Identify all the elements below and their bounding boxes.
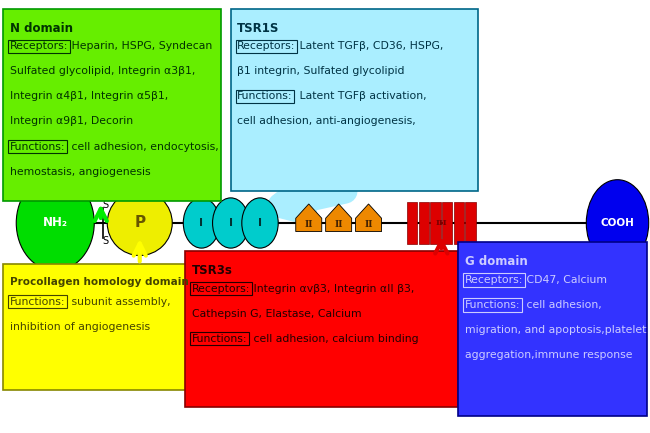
- Text: cell adhesion, anti-angiogenesis,: cell adhesion, anti-angiogenesis,: [237, 116, 416, 126]
- Ellipse shape: [242, 198, 278, 248]
- Ellipse shape: [183, 198, 220, 248]
- Text: TSR3s: TSR3s: [192, 264, 233, 277]
- Text: migration, and apoptosis,platelet: migration, and apoptosis,platelet: [465, 325, 646, 335]
- FancyBboxPatch shape: [185, 251, 458, 407]
- Text: cell adhesion, endocytosis,: cell adhesion, endocytosis,: [68, 142, 219, 152]
- Text: I: I: [229, 218, 233, 228]
- Text: Functions:: Functions:: [10, 297, 65, 307]
- Text: Latent TGFβ, CD36, HSPG,: Latent TGFβ, CD36, HSPG,: [296, 41, 443, 51]
- Bar: [465, 203, 476, 243]
- Text: inhibition of angiogenesis: inhibition of angiogenesis: [10, 322, 150, 332]
- Text: cell adhesion,: cell adhesion,: [523, 300, 602, 310]
- Text: TSR1S: TSR1S: [237, 22, 280, 35]
- Text: Receptors:: Receptors:: [237, 41, 296, 51]
- Polygon shape: [356, 204, 382, 232]
- Text: Procollagen homology domain: Procollagen homology domain: [10, 277, 188, 287]
- FancyBboxPatch shape: [3, 9, 221, 201]
- Bar: [430, 203, 441, 243]
- Text: Receptors:: Receptors:: [10, 41, 68, 51]
- Text: N domain: N domain: [10, 22, 73, 35]
- Text: Integrin α4β1, Integrin α5β1,: Integrin α4β1, Integrin α5β1,: [10, 91, 168, 101]
- Polygon shape: [326, 204, 352, 232]
- Text: S: S: [103, 200, 109, 210]
- Bar: [442, 203, 452, 243]
- Text: aggregation,immune response: aggregation,immune response: [465, 350, 632, 360]
- Text: Latent TGFβ activation,: Latent TGFβ activation,: [296, 91, 426, 101]
- FancyBboxPatch shape: [231, 9, 478, 191]
- Ellipse shape: [586, 180, 649, 266]
- FancyBboxPatch shape: [458, 242, 647, 416]
- Ellipse shape: [16, 175, 94, 271]
- Text: G domain: G domain: [465, 255, 528, 268]
- Ellipse shape: [107, 191, 172, 255]
- Bar: [419, 203, 429, 243]
- Bar: [454, 203, 464, 243]
- Polygon shape: [296, 204, 322, 232]
- Text: COOH: COOH: [601, 218, 634, 228]
- Text: Functions:: Functions:: [237, 91, 292, 101]
- Text: II: II: [364, 220, 373, 229]
- Ellipse shape: [213, 198, 249, 248]
- Text: I: I: [258, 218, 262, 228]
- Text: Functions:: Functions:: [192, 334, 247, 344]
- Text: Receptors:: Receptors:: [465, 275, 523, 285]
- Text: Integrin α9β1, Decorin: Integrin α9β1, Decorin: [10, 116, 133, 126]
- Text: Functions:: Functions:: [465, 300, 520, 310]
- Text: Functions:: Functions:: [10, 142, 65, 152]
- Text: NH₂: NH₂: [43, 216, 68, 229]
- Text: Cathepsin G, Elastase, Calcium: Cathepsin G, Elastase, Calcium: [192, 309, 361, 319]
- Text: III: III: [436, 219, 447, 227]
- Text: P: P: [134, 216, 146, 230]
- Text: Receptors:: Receptors:: [192, 284, 250, 294]
- Text: CD47, Calcium: CD47, Calcium: [523, 275, 607, 285]
- Text: Heparin, HSPG, Syndecan: Heparin, HSPG, Syndecan: [68, 41, 213, 51]
- Text: subunit assembly,: subunit assembly,: [68, 297, 171, 307]
- FancyBboxPatch shape: [3, 264, 192, 390]
- Text: β1 integrin, Sulfated glycolipid: β1 integrin, Sulfated glycolipid: [237, 66, 405, 76]
- Bar: [407, 203, 417, 243]
- Text: I: I: [200, 218, 203, 228]
- Text: II: II: [304, 220, 313, 229]
- Text: Sulfated glycolipid, Integrin α3β1,: Sulfated glycolipid, Integrin α3β1,: [10, 66, 195, 76]
- Text: hemostasis, angiogenesis: hemostasis, angiogenesis: [10, 167, 150, 177]
- Text: cell adhesion, calcium binding: cell adhesion, calcium binding: [250, 334, 419, 344]
- Text: S: S: [103, 236, 109, 246]
- Text: II: II: [334, 220, 343, 229]
- Text: Integrin αvβ3, Integrin αII β3,: Integrin αvβ3, Integrin αII β3,: [250, 284, 415, 294]
